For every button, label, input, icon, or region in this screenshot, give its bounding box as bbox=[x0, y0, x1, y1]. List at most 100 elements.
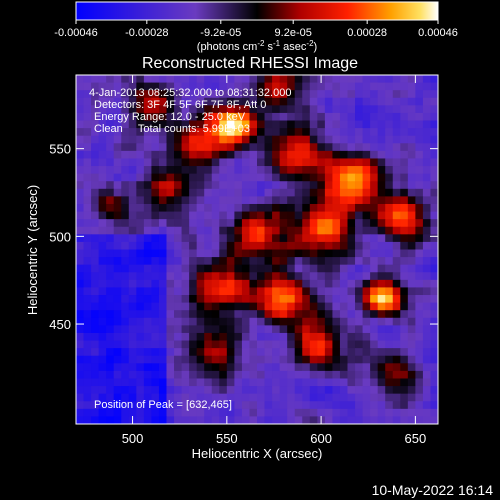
heatmap-pixel bbox=[377, 219, 386, 228]
heatmap-pixel bbox=[339, 325, 348, 334]
heatmap-pixel bbox=[249, 348, 258, 357]
heatmap-pixel bbox=[370, 348, 379, 357]
heatmap-pixel bbox=[302, 135, 311, 144]
heatmap-pixel bbox=[83, 317, 92, 326]
heatmap-pixel bbox=[204, 112, 213, 121]
heatmap-pixel bbox=[347, 257, 356, 266]
heatmap-pixel bbox=[234, 279, 243, 288]
heatmap-pixel bbox=[166, 82, 175, 91]
heatmap-pixel bbox=[204, 325, 213, 334]
heatmap-pixel bbox=[407, 219, 416, 228]
heatmap-pixel bbox=[189, 264, 198, 273]
heatmap-pixel bbox=[211, 120, 220, 129]
heatmap-pixel bbox=[136, 363, 145, 372]
heatmap-pixel bbox=[196, 416, 205, 425]
heatmap-pixel bbox=[317, 370, 326, 379]
heatmap-pixel bbox=[174, 249, 182, 258]
heatmap-pixel bbox=[196, 287, 205, 296]
heatmap-pixel bbox=[136, 226, 145, 235]
heatmap-pixel bbox=[98, 310, 107, 319]
heatmap-pixel bbox=[362, 173, 371, 182]
heatmap-pixel bbox=[76, 188, 84, 197]
heatmap-pixel bbox=[226, 272, 235, 281]
heatmap-pixel bbox=[385, 226, 394, 235]
heatmap-pixel bbox=[294, 166, 303, 175]
heatmap-pixel bbox=[279, 355, 288, 364]
heatmap-pixel bbox=[196, 188, 205, 197]
heatmap-pixel bbox=[302, 332, 311, 341]
heatmap-pixel bbox=[400, 355, 409, 364]
heatmap-pixel bbox=[422, 370, 431, 379]
heatmap-pixel bbox=[151, 279, 160, 288]
heatmap-pixel bbox=[392, 408, 401, 417]
heatmap-pixel bbox=[392, 348, 401, 357]
heatmap-pixel bbox=[324, 401, 333, 410]
heatmap-pixel bbox=[264, 249, 273, 258]
heatmap-pixel bbox=[249, 416, 258, 425]
heatmap-pixel bbox=[324, 302, 333, 311]
heatmap-pixel bbox=[339, 279, 348, 288]
heatmap-pixel bbox=[128, 363, 137, 372]
heatmap-pixel bbox=[347, 75, 356, 83]
heatmap-pixel bbox=[317, 90, 326, 99]
heatmap-pixel bbox=[83, 211, 92, 220]
heatmap-pixel bbox=[400, 143, 409, 152]
heatmap-pixel bbox=[339, 90, 348, 99]
heatmap-pixel bbox=[309, 340, 318, 349]
heatmap-pixel bbox=[158, 279, 167, 288]
heatmap-pixel bbox=[196, 370, 205, 379]
heatmap-pixel bbox=[234, 150, 243, 159]
heatmap-pixel bbox=[355, 158, 363, 167]
heatmap-pixel bbox=[317, 272, 326, 281]
heatmap-pixel bbox=[211, 234, 220, 243]
heatmap-pixel bbox=[400, 408, 409, 417]
heatmap-pixel bbox=[400, 249, 409, 258]
heatmap-pixel bbox=[98, 264, 107, 273]
heatmap-pixel bbox=[400, 150, 409, 159]
heatmap-pixel bbox=[76, 82, 84, 91]
heatmap-pixel bbox=[355, 348, 363, 357]
heatmap-pixel bbox=[309, 181, 318, 190]
heatmap-pixel bbox=[294, 401, 303, 410]
heatmap-pixel bbox=[174, 219, 182, 228]
heatmap-pixel bbox=[430, 393, 439, 402]
heatmap-pixel bbox=[106, 82, 115, 91]
heatmap-pixel bbox=[143, 128, 152, 137]
heatmap-pixel bbox=[294, 363, 303, 372]
heatmap-pixel bbox=[302, 408, 311, 417]
heatmap-pixel bbox=[211, 325, 220, 334]
heatmap-pixel bbox=[279, 416, 288, 425]
heatmap-pixel bbox=[370, 135, 379, 144]
heatmap-pixel bbox=[98, 226, 107, 235]
heatmap-pixel bbox=[332, 150, 341, 159]
heatmap-pixel bbox=[257, 241, 265, 250]
heatmap-pixel bbox=[370, 241, 379, 250]
heatmap-pixel bbox=[143, 249, 152, 258]
heatmap-pixel bbox=[166, 257, 175, 266]
heatmap-pixel bbox=[128, 393, 137, 402]
heatmap-pixel bbox=[196, 211, 205, 220]
heatmap-pixel bbox=[362, 82, 371, 91]
heatmap-pixel bbox=[347, 173, 356, 182]
heatmap-pixel bbox=[113, 90, 122, 99]
heatmap-pixel bbox=[151, 112, 160, 121]
heatmap-pixel bbox=[113, 325, 122, 334]
heatmap-pixel bbox=[83, 120, 92, 129]
heatmap-pixel bbox=[272, 150, 281, 159]
heatmap-pixel bbox=[219, 287, 228, 296]
heatmap-pixel bbox=[211, 302, 220, 311]
heatmap-pixel bbox=[219, 416, 228, 425]
heatmap-pixel bbox=[264, 226, 273, 235]
heatmap-pixel bbox=[407, 272, 416, 281]
heatmap-pixel bbox=[143, 378, 152, 387]
heatmap-pixel bbox=[151, 173, 160, 182]
heatmap-pixel bbox=[415, 150, 424, 159]
heatmap-pixel bbox=[264, 143, 273, 152]
heatmap-pixel bbox=[91, 90, 100, 99]
heatmap-pixel bbox=[407, 166, 416, 175]
heatmap-pixel bbox=[355, 105, 363, 114]
heatmap-pixel bbox=[143, 287, 152, 296]
heatmap-pixel bbox=[362, 408, 371, 417]
heatmap-pixel bbox=[339, 143, 348, 152]
plot-frame bbox=[75, 74, 439, 425]
